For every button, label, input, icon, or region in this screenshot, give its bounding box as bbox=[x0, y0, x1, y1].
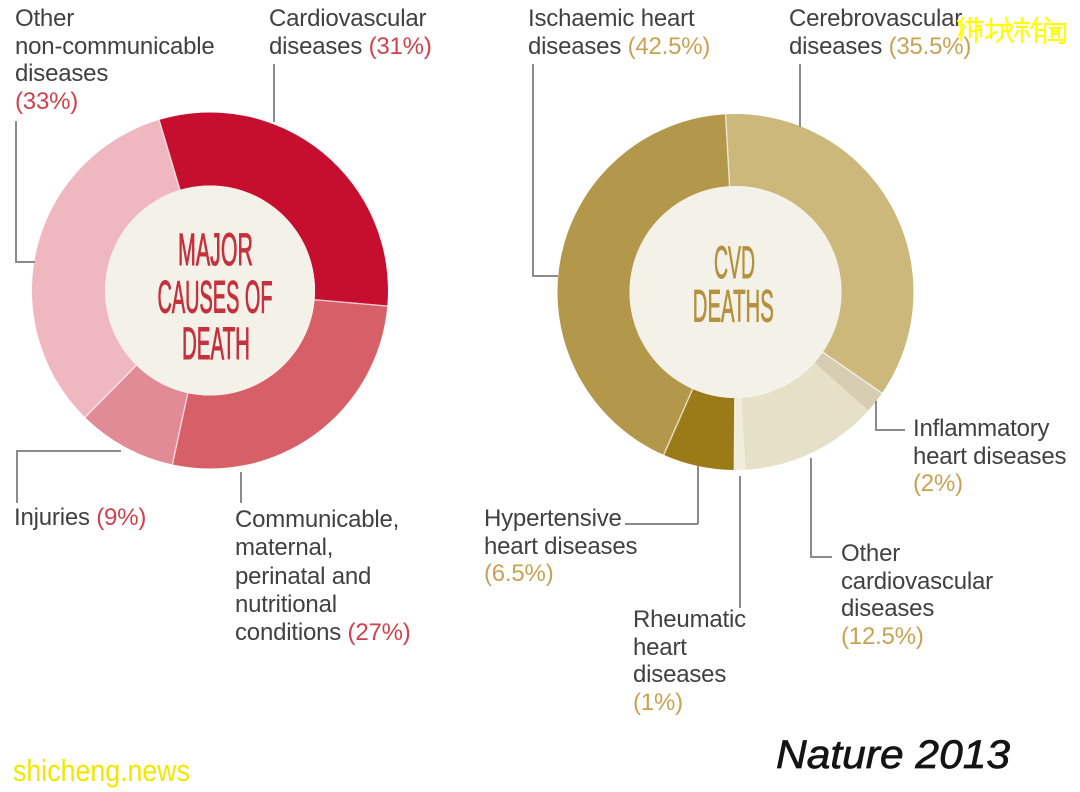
svg-text:CAUSES OF: CAUSES OF bbox=[158, 272, 273, 323]
svg-text:DEATH: DEATH bbox=[182, 318, 250, 369]
svg-text:MAJOR: MAJOR bbox=[178, 224, 253, 275]
svg-text:CVD: CVD bbox=[714, 237, 755, 288]
svg-text:Nature 2013: Nature 2013 bbox=[776, 733, 1010, 777]
svg-text:shicheng.news: shicheng.news bbox=[13, 753, 190, 788]
svg-text:DEATHS: DEATHS bbox=[693, 281, 774, 332]
